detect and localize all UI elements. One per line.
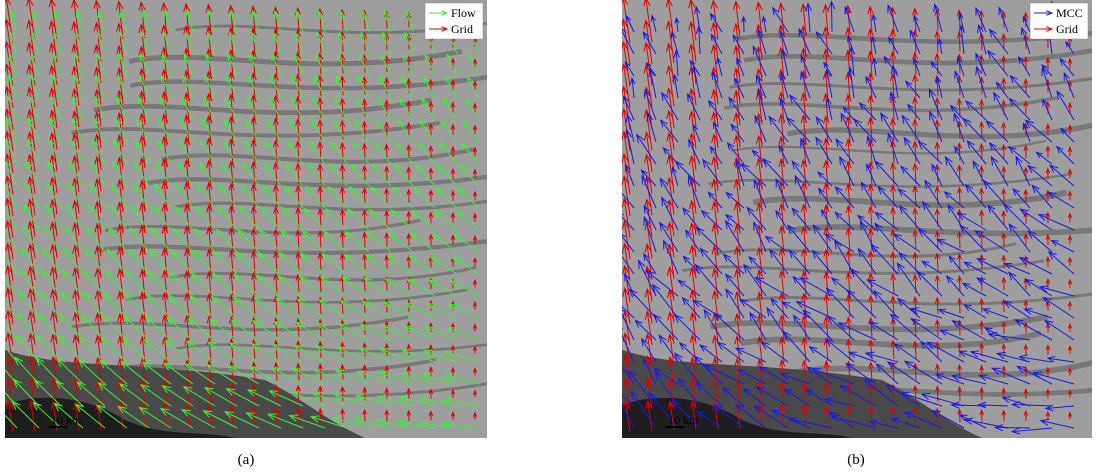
- figure: Flow Grid 10 km MCC Grid 10 km (a) (b): [0, 0, 1096, 474]
- legend-label: Flow: [451, 6, 476, 20]
- scale-label: 10 km: [668, 413, 699, 427]
- legend-label: Grid: [451, 22, 473, 36]
- panel-a: Flow Grid 10 km: [5, 0, 487, 438]
- caption: (a): [216, 452, 276, 469]
- caption: (b): [826, 452, 886, 469]
- legend-label: MCC: [1056, 6, 1083, 20]
- legend-label: Grid: [1056, 22, 1078, 36]
- scale-label: 10 km: [51, 413, 82, 427]
- panel-b: MCC Grid 10 km: [622, 0, 1092, 438]
